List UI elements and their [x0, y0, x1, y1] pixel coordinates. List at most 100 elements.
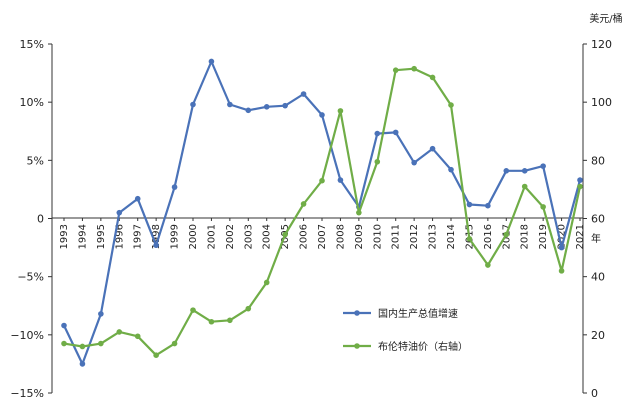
left-tick-label: 15% [20, 38, 44, 51]
x-tick-label: 2007 [317, 224, 328, 249]
x-tick-label: 1997 [133, 224, 144, 249]
data-point [485, 262, 491, 268]
data-point [245, 107, 252, 114]
data-point [319, 112, 325, 118]
data-point [540, 163, 546, 169]
data-point [116, 329, 123, 335]
x-tick-label: 2000 [188, 224, 199, 249]
data-point [245, 305, 252, 312]
x-tick-label: 1994 [77, 224, 88, 249]
data-point [171, 340, 178, 347]
data-point [356, 209, 362, 216]
data-point [392, 129, 399, 136]
x-tick-label: 2004 [262, 224, 273, 249]
data-point [227, 317, 233, 324]
x-tick-label: 2014 [446, 224, 457, 249]
data-point [79, 361, 86, 367]
x-tick-label: 2021 [575, 224, 586, 249]
right-tick-label: 0 [591, 387, 598, 400]
x-tick-label: 2001 [206, 224, 217, 249]
data-point [558, 268, 565, 274]
data-point [208, 318, 215, 325]
x-tick-label: 2018 [520, 224, 531, 249]
axes [51, 44, 584, 393]
data-point [153, 352, 159, 358]
data-point [98, 311, 104, 317]
left-tick-label: −15% [10, 387, 44, 400]
x-tick-label: 2012 [409, 224, 420, 249]
data-point [466, 236, 473, 242]
x-tick-label: 2011 [391, 224, 402, 249]
data-point [485, 202, 491, 209]
data-point [116, 209, 123, 216]
data-point [429, 74, 436, 81]
data-point [282, 102, 288, 109]
series-line [63, 67, 582, 357]
data-point [300, 201, 307, 207]
series-line [63, 60, 582, 365]
x-tick-label: 2009 [354, 224, 365, 249]
x-tick-label: 1999 [170, 224, 181, 249]
right-axis-ticks: 120 100 80 60 40 20 0 [583, 38, 612, 400]
data-point [521, 168, 528, 174]
x-tick-label: 1998 [151, 224, 162, 249]
x-tick-label: 2020 [557, 224, 568, 249]
data-point [448, 102, 454, 108]
data-point [300, 91, 307, 97]
x-tick-label: 1996 [114, 224, 125, 249]
right-tick-label: 60 [591, 213, 605, 226]
data-point [61, 340, 67, 347]
data-point [577, 177, 583, 183]
legend-item-1: 国内生产总值增速 [343, 307, 458, 320]
x-tick-label: 2003 [243, 224, 254, 249]
data-point [190, 307, 196, 313]
data-point [134, 333, 141, 340]
x-tick-label: 2006 [299, 224, 310, 249]
x-tick-label: 2019 [538, 224, 549, 249]
legend-label: 布伦特油价（右轴） [378, 340, 468, 353]
data-point [392, 67, 399, 73]
left-tick-label: 5% [27, 154, 44, 167]
data-point [448, 166, 454, 173]
x-tick-label: 1995 [96, 224, 107, 249]
x-axis-unit: 年 [591, 232, 601, 245]
right-axis-unit: 美元/桶 [589, 12, 622, 25]
data-point [98, 340, 104, 347]
legend-label: 国内生产总值增速 [378, 307, 458, 320]
x-tick-label: 2013 [428, 224, 439, 249]
x-tick-label: 2002 [225, 224, 236, 249]
data-point [171, 184, 178, 190]
left-tick-label: 0 [37, 213, 44, 226]
data-point [503, 231, 510, 238]
left-tick-label: 10% [20, 96, 44, 109]
series-layer [61, 58, 583, 367]
data-point [79, 343, 86, 350]
data-point [263, 104, 270, 110]
x-tick-label: 2008 [335, 224, 346, 249]
x-tick-label: 1993 [59, 224, 70, 249]
right-tick-label: 40 [591, 271, 605, 284]
left-tick-label: −10% [10, 329, 44, 342]
data-point [134, 195, 141, 202]
data-point [263, 279, 270, 286]
x-tick-label: 2010 [372, 224, 383, 249]
legend-item-2: 布伦特油价（右轴） [343, 340, 468, 353]
data-point [190, 101, 196, 108]
right-tick-label: 100 [591, 96, 612, 109]
right-tick-label: 120 [591, 38, 612, 51]
data-point [374, 130, 381, 137]
left-tick-label: −5% [17, 271, 44, 284]
data-point [208, 58, 215, 65]
right-tick-label: 80 [591, 154, 605, 167]
data-point [61, 322, 67, 329]
x-tick-label: 2016 [483, 224, 494, 249]
data-point [337, 108, 344, 114]
data-point [540, 204, 546, 210]
legend-swatch-marker [354, 343, 360, 349]
data-point [429, 145, 436, 152]
data-point [153, 242, 159, 249]
data-point [337, 177, 344, 183]
data-point [521, 183, 528, 190]
